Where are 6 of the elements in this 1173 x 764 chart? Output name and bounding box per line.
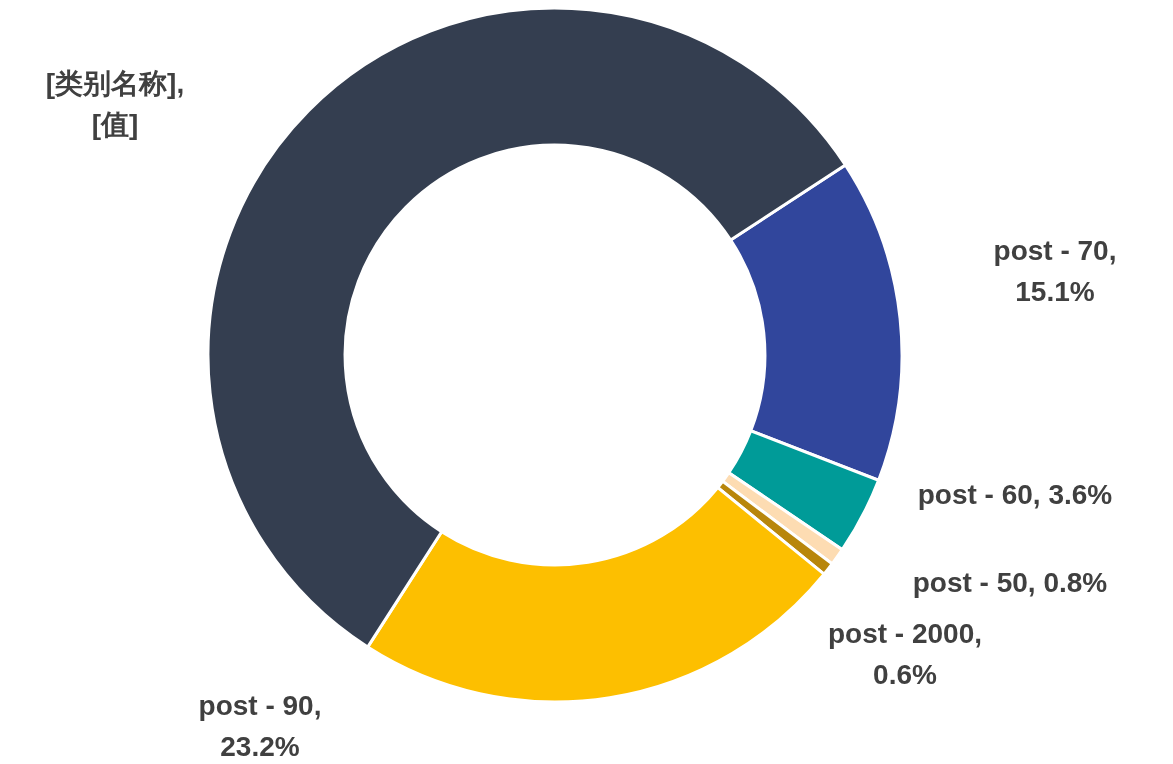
- slice-label: [类别名称], [值]: [44, 67, 186, 142]
- slice-label: post - 70, 15.1%: [992, 234, 1118, 309]
- slice-label: post - 90, 23.2%: [197, 689, 323, 764]
- slice-label: post - 2000, 0.6%: [826, 617, 984, 692]
- slice-label: post - 50, 0.8%: [911, 565, 1109, 600]
- slice-label: post - 60, 3.6%: [916, 477, 1114, 512]
